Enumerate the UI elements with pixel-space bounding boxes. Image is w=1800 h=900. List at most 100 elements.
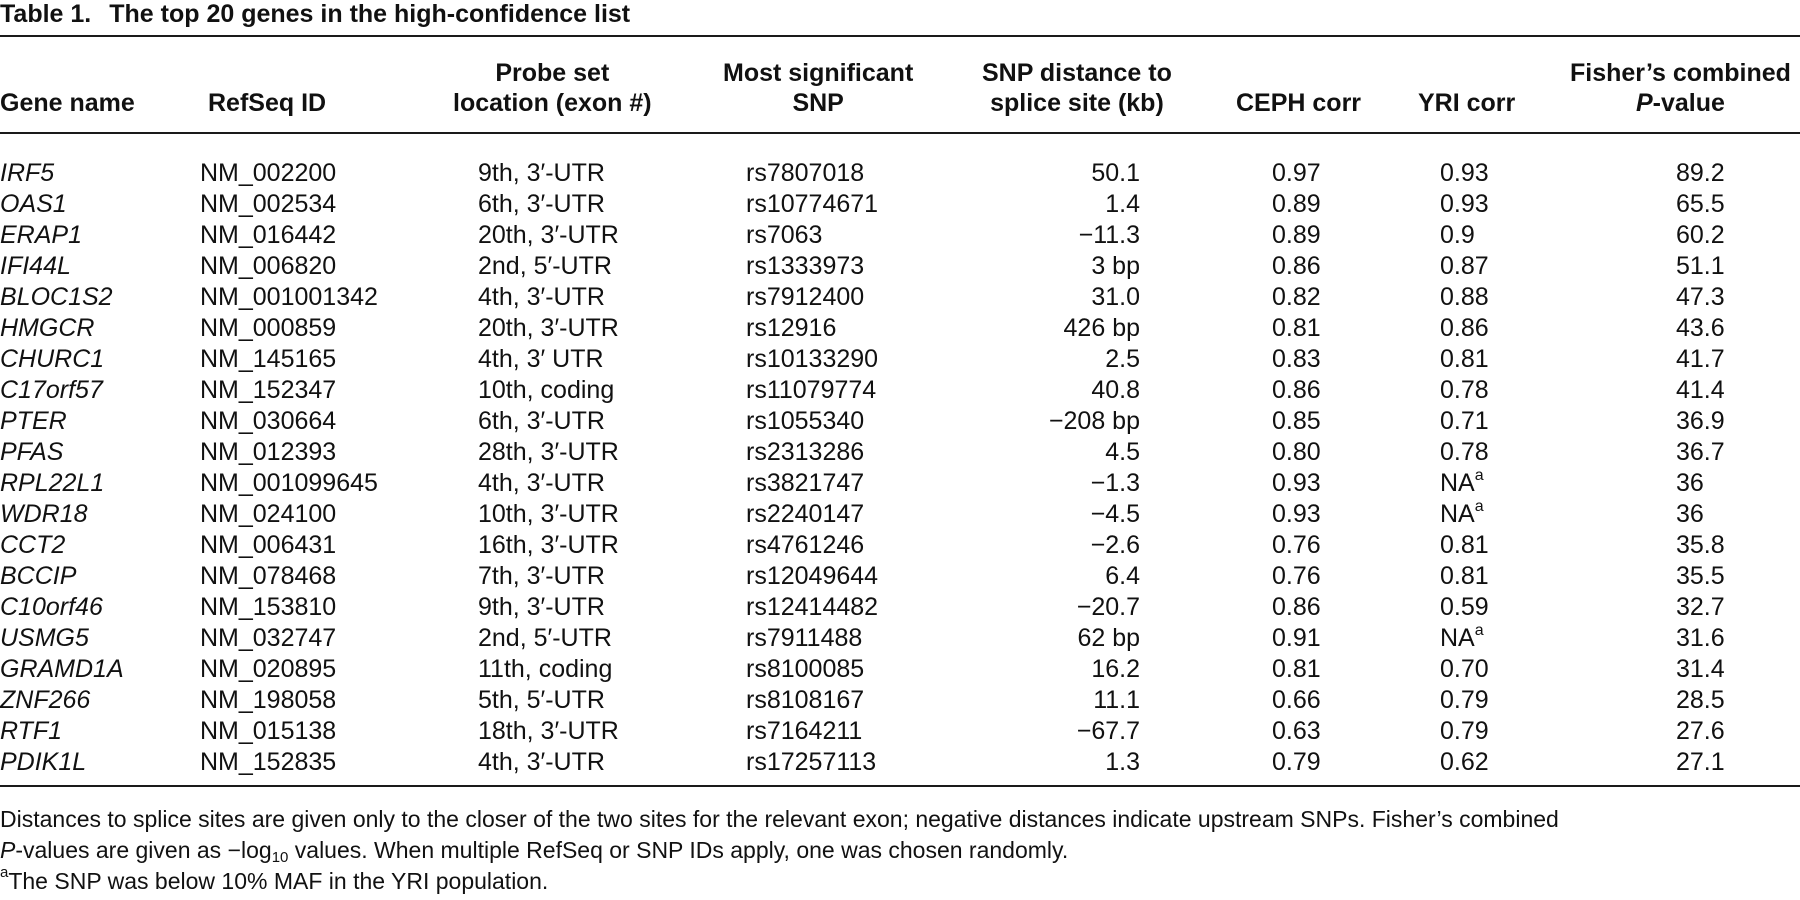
refseq-id-cell: NM_145165 <box>200 345 337 373</box>
table-row-3: ERAP1 NM_016442 20th, 3′-UTR rs7063 −11.… <box>0 220 1800 251</box>
yri-corr-cell: 0.81 <box>1440 562 1489 590</box>
gene-name-cell: RTF1 <box>0 717 63 745</box>
distance-cell: 62 bp <box>1077 624 1140 652</box>
yri-corr-cell: 0.78 <box>1440 438 1489 466</box>
yri-corr-cell: 0.81 <box>1440 531 1489 559</box>
table-row-8: C17orf57 NM_152347 10th, coding rs110797… <box>0 375 1800 406</box>
ceph-corr-cell: 0.89 <box>1272 190 1321 218</box>
gene-name-cell: PTER <box>0 407 67 435</box>
yri-corr-cell: 0.9 <box>1440 221 1475 249</box>
table-title: Table 1. The top 20 genes in the high-con… <box>0 0 630 32</box>
gene-name-cell: WDR18 <box>0 500 88 528</box>
gene-name-cell: C10orf46 <box>0 593 103 621</box>
distance-cell: −4.5 <box>1090 500 1140 528</box>
header-refseq-id: RefSeq ID <box>208 89 327 117</box>
gene-name-cell: GRAMD1A <box>0 655 124 683</box>
table-row-14: BCCIP NM_078468 7th, 3′-UTR rs12049644 6… <box>0 561 1800 592</box>
fisher-pvalue-cell: 27.6 <box>1676 717 1725 745</box>
footnote-line-1: Distances to splice sites are given only… <box>0 806 1559 832</box>
bottom-rule <box>0 785 1800 787</box>
refseq-id-cell: NM_198058 <box>200 686 337 714</box>
yri-corr-cell: NAa <box>1440 498 1484 528</box>
refseq-id-cell: NM_006431 <box>200 531 337 559</box>
probe-location-cell: 10th, 3′-UTR <box>478 500 619 528</box>
refseq-id-cell: NM_020895 <box>200 655 337 683</box>
table-label: Table 1. <box>0 0 92 28</box>
table-row-10: PFAS NM_012393 28th, 3′-UTR rs2313286 4.… <box>0 437 1800 468</box>
yri-corr-cell: 0.78 <box>1440 376 1489 404</box>
table-row-20: PDIK1L NM_152835 4th, 3′-UTR rs17257113 … <box>0 747 1800 778</box>
fisher-pvalue-cell: 36 <box>1676 500 1704 528</box>
yri-corr-cell: 0.71 <box>1440 407 1489 435</box>
distance-cell: −67.7 <box>1076 717 1140 745</box>
header-most-significant-snp: Most significant SNP <box>723 59 914 117</box>
probe-location-cell: 11th, coding <box>478 655 613 683</box>
header-fisher-pvalue: Fisher’s combined P-value <box>1570 59 1791 117</box>
yri-corr-cell: 0.86 <box>1440 314 1489 342</box>
header-rule <box>0 132 1800 134</box>
gene-name-cell: CCT2 <box>0 531 66 559</box>
snp-cell: rs7912400 <box>746 283 865 311</box>
probe-location-cell: 4th, 3′-UTR <box>478 748 605 776</box>
gene-name-cell: HMGCR <box>0 314 95 342</box>
fisher-pvalue-cell: 89.2 <box>1676 159 1725 187</box>
fisher-pvalue-cell: 36.9 <box>1676 407 1725 435</box>
ceph-corr-cell: 0.86 <box>1272 593 1321 621</box>
gene-name-cell: PDIK1L <box>0 748 87 776</box>
fisher-pvalue-cell: 51.1 <box>1676 252 1725 280</box>
refseq-id-cell: NM_152347 <box>200 376 337 404</box>
snp-cell: rs2313286 <box>746 438 865 466</box>
probe-location-cell: 28th, 3′-UTR <box>478 438 619 466</box>
table-row-15: C10orf46 NM_153810 9th, 3′-UTR rs1241448… <box>0 592 1800 623</box>
fisher-pvalue-cell: 27.1 <box>1676 748 1725 776</box>
gene-name-cell: OAS1 <box>0 190 67 218</box>
ceph-corr-cell: 0.91 <box>1272 624 1321 652</box>
ceph-corr-cell: 0.81 <box>1272 314 1321 342</box>
top-rule <box>0 35 1800 37</box>
ceph-corr-cell: 0.63 <box>1272 717 1321 745</box>
distance-cell: −20.7 <box>1076 593 1140 621</box>
gene-name-cell: ERAP1 <box>0 221 82 249</box>
table-row-6: HMGCR NM_000859 20th, 3′-UTR rs12916 426… <box>0 313 1800 344</box>
yri-corr-cell: 0.70 <box>1440 655 1489 683</box>
table-row-5: BLOC1S2 NM_001001342 4th, 3′-UTR rs79124… <box>0 282 1800 313</box>
distance-cell: 426 bp <box>1063 314 1140 342</box>
snp-cell: rs3821747 <box>746 469 865 497</box>
ceph-corr-cell: 0.86 <box>1272 252 1321 280</box>
footnote-line-3: aThe SNP was below 10% MAF in the YRI po… <box>0 864 549 894</box>
distance-cell: 4.5 <box>1105 438 1140 466</box>
distance-cell: −208 bp <box>1048 407 1140 435</box>
gene-name-cell: IRF5 <box>0 159 55 187</box>
yri-corr-cell: 0.93 <box>1440 159 1489 187</box>
refseq-id-cell: NM_152835 <box>200 748 337 776</box>
table-footnotes: Distances to splice sites are given only… <box>0 804 1800 897</box>
ceph-corr-cell: 0.86 <box>1272 376 1321 404</box>
table-row-12: WDR18 NM_024100 10th, 3′-UTR rs2240147 −… <box>0 498 1800 530</box>
snp-cell: rs7063 <box>746 221 823 249</box>
table-row-9: PTER NM_030664 6th, 3′-UTR rs1055340 −20… <box>0 406 1800 437</box>
probe-location-cell: 18th, 3′-UTR <box>478 717 619 745</box>
table-body: IRF5 NM_002200 9th, 3′-UTR rs7807018 50.… <box>0 158 1800 778</box>
table-header: Gene name RefSeq ID Probe set location (… <box>0 36 1800 132</box>
snp-cell: rs2240147 <box>746 500 865 528</box>
fisher-pvalue-cell: 65.5 <box>1676 190 1725 218</box>
refseq-id-cell: NM_001001342 <box>200 283 378 311</box>
header-gene-name: Gene name <box>0 89 135 117</box>
ceph-corr-cell: 0.83 <box>1272 345 1321 373</box>
gene-name-cell: CHURC1 <box>0 345 105 373</box>
yri-corr-cell: 0.81 <box>1440 345 1489 373</box>
distance-cell: 16.2 <box>1091 655 1140 683</box>
refseq-id-cell: NM_016442 <box>200 221 337 249</box>
gene-name-cell: BCCIP <box>0 562 77 590</box>
snp-cell: rs17257113 <box>746 748 877 776</box>
refseq-id-cell: NM_015138 <box>200 717 337 745</box>
fisher-pvalue-cell: 47.3 <box>1676 283 1725 311</box>
fisher-pvalue-cell: 41.4 <box>1676 376 1725 404</box>
fisher-pvalue-cell: 36.7 <box>1676 438 1725 466</box>
table-row-4: IFI44L NM_006820 2nd, 5′-UTR rs1333973 3… <box>0 251 1800 282</box>
distance-cell: 40.8 <box>1091 376 1140 404</box>
snp-cell: rs8100085 <box>746 655 865 683</box>
fisher-pvalue-cell: 35.5 <box>1676 562 1725 590</box>
fisher-pvalue-cell: 36 <box>1676 469 1704 497</box>
